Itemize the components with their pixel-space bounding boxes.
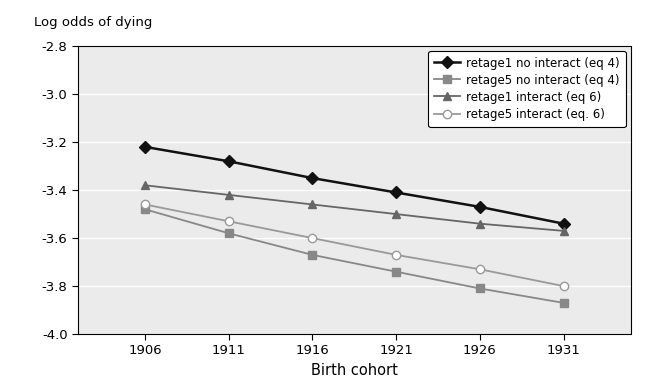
retage1 interact (eq 6) [141,183,149,188]
Line: retage1 interact (eq 6): retage1 interact (eq 6) [141,181,567,235]
retage1 no interact (eq 4) [476,205,484,209]
retage1 no interact (eq 4) [392,190,400,195]
retage1 no interact (eq 4) [560,222,567,226]
retage5 no interact (eq 4) [476,286,484,291]
retage5 interact (eq. 6) [392,253,400,257]
retage1 no interact (eq 4) [141,145,149,149]
retage5 interact (eq. 6) [309,236,317,240]
retage5 interact (eq. 6) [141,202,149,207]
retage5 interact (eq. 6) [225,219,233,223]
Line: retage5 interact (eq. 6): retage5 interact (eq. 6) [141,200,567,290]
retage5 no interact (eq 4) [141,207,149,212]
retage5 interact (eq. 6) [476,267,484,271]
Line: retage1 no interact (eq 4): retage1 no interact (eq 4) [141,143,567,228]
retage1 no interact (eq 4) [225,159,233,164]
retage1 no interact (eq 4) [309,176,317,180]
retage1 interact (eq 6) [476,222,484,226]
Line: retage5 no interact (eq 4): retage5 no interact (eq 4) [141,205,567,307]
X-axis label: Birth cohort: Birth cohort [311,363,398,378]
retage5 no interact (eq 4) [392,270,400,274]
Text: Log odds of dying: Log odds of dying [34,16,152,29]
retage1 interact (eq 6) [392,212,400,217]
Legend: retage1 no interact (eq 4), retage5 no interact (eq 4), retage1 interact (eq 6),: retage1 no interact (eq 4), retage5 no i… [428,51,626,127]
retage1 interact (eq 6) [560,228,567,233]
retage5 no interact (eq 4) [560,301,567,305]
retage5 no interact (eq 4) [309,253,317,257]
retage5 interact (eq. 6) [560,284,567,288]
retage1 interact (eq 6) [225,193,233,197]
retage5 no interact (eq 4) [225,231,233,236]
retage1 interact (eq 6) [309,202,317,207]
